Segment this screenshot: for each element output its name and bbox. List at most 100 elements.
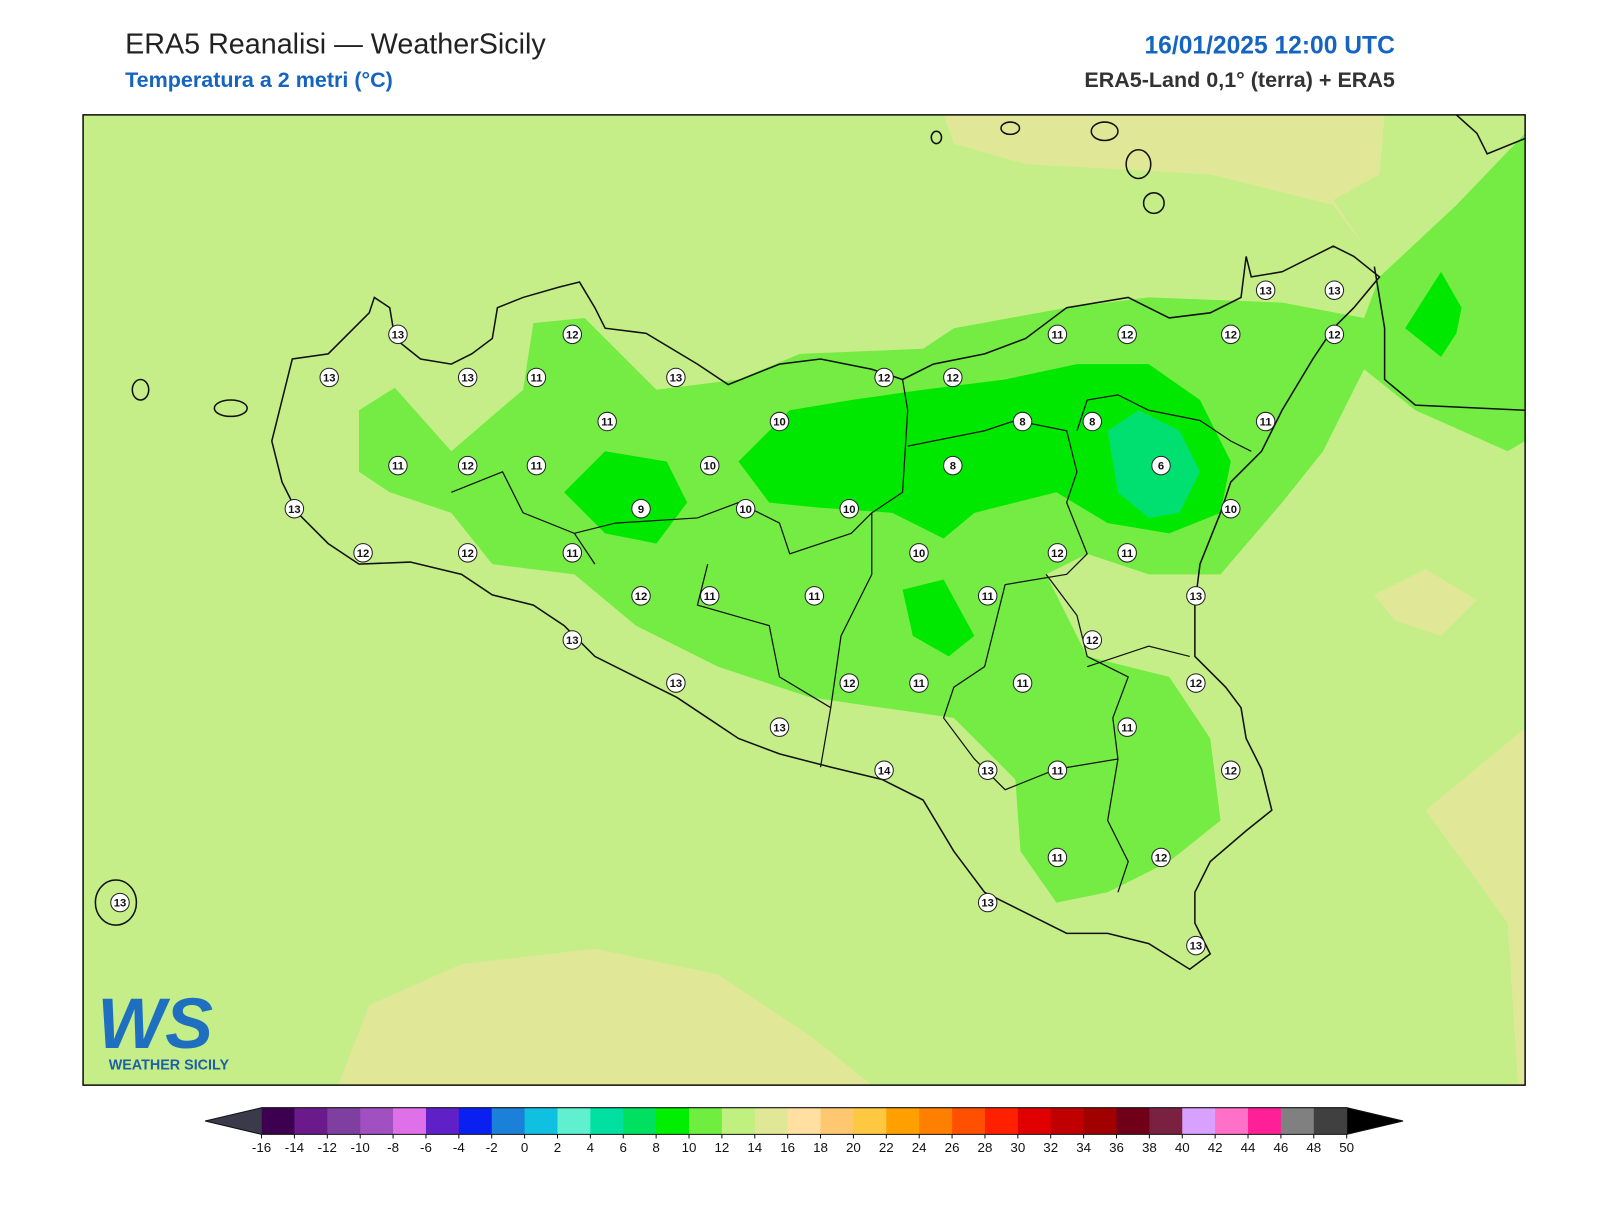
colorbar-tick-label: 42 xyxy=(1208,1140,1223,1155)
station-marker xyxy=(457,455,478,476)
colorbar-tick-label: 24 xyxy=(912,1140,927,1155)
station-marker xyxy=(1117,717,1137,737)
logo-mark: WS xyxy=(97,984,213,1064)
station-value: 12 xyxy=(947,373,960,385)
station-value: 13 xyxy=(392,329,405,341)
station-marker xyxy=(839,498,859,519)
colorbar-tick-label: 50 xyxy=(1339,1140,1354,1155)
colorbar-swatch xyxy=(952,1107,986,1135)
station-marker xyxy=(457,367,478,388)
station-marker xyxy=(319,367,339,388)
station-value: 12 xyxy=(1190,678,1203,690)
colorbar-swatch xyxy=(557,1107,591,1135)
station-value: 11 xyxy=(601,417,613,429)
colorbar-swatch xyxy=(1083,1107,1118,1135)
colorbar: -16 -14 -12 -10 -8 -6 -4 -2 0 2 4 6 8 10 12 14 16 18 20 22 2… xyxy=(205,1107,1404,1155)
station-value: 13 xyxy=(1190,591,1203,603)
station-marker xyxy=(977,892,998,913)
station-value: 10 xyxy=(739,504,752,516)
colorbar-tick-label: 2 xyxy=(554,1140,561,1155)
station-value: 12 xyxy=(1225,765,1238,777)
station-marker xyxy=(1082,630,1103,650)
colorbar-swatch xyxy=(1280,1107,1315,1135)
station-marker xyxy=(1151,847,1171,868)
colorbar-tick-label: 32 xyxy=(1043,1140,1058,1155)
station-value: 12 xyxy=(1155,853,1168,865)
station-marker xyxy=(631,586,651,606)
station-value: 6 xyxy=(1158,461,1164,473)
station-marker xyxy=(526,455,547,476)
station-marker xyxy=(1047,324,1068,345)
colorbar-tick-label: 12 xyxy=(714,1140,729,1155)
station-value: 11 xyxy=(530,373,542,385)
station-value: 10 xyxy=(703,461,716,473)
colorbar-swatch xyxy=(294,1107,328,1135)
station-marker xyxy=(388,324,408,345)
colorbar-swatch xyxy=(1149,1107,1183,1135)
station-value: 12 xyxy=(566,329,579,341)
colorbar-swatch xyxy=(1313,1107,1348,1135)
colorbar-swatch xyxy=(853,1107,887,1135)
station-value: 13 xyxy=(773,722,786,734)
colorbar-swatch xyxy=(1017,1107,1052,1135)
station-value: 13 xyxy=(114,898,127,910)
logo-text: WEATHER SICILY xyxy=(109,1058,230,1074)
colorbar-swatch xyxy=(261,1107,295,1135)
colorbar-tick-label: 0 xyxy=(521,1140,528,1155)
station-value: 13 xyxy=(670,373,683,385)
colorbar-tick-label: 46 xyxy=(1273,1140,1288,1155)
station-marker xyxy=(977,760,998,780)
station-marker xyxy=(839,673,859,693)
station-value: 13 xyxy=(981,898,994,910)
colorbar-swatch xyxy=(1215,1107,1249,1135)
colorbar-tick-label: -8 xyxy=(387,1140,399,1155)
station-value: 11 xyxy=(913,678,925,690)
station-value: 12 xyxy=(461,461,474,473)
colorbar-swatch xyxy=(590,1107,624,1135)
station-marker xyxy=(1047,847,1068,868)
subtitle: Temperatura a 2 metri (°C) xyxy=(125,68,393,92)
station-value: 11 xyxy=(1051,853,1063,865)
colorbar-tick-label: 44 xyxy=(1241,1140,1256,1155)
colorbar-tick-label: 40 xyxy=(1175,1140,1190,1155)
colorbar-tick-label: -2 xyxy=(486,1140,498,1155)
colorbar-tick-label: -14 xyxy=(285,1140,305,1155)
station-marker xyxy=(1221,324,1241,345)
colorbar-swatch xyxy=(425,1107,460,1135)
colorbar-under xyxy=(205,1107,262,1135)
station-marker xyxy=(1255,411,1276,432)
colorbar-swatch xyxy=(689,1107,723,1135)
station-marker xyxy=(1012,673,1033,693)
colorbar-tick-label: 8 xyxy=(652,1140,659,1155)
station-marker xyxy=(1324,324,1345,345)
colorbar-over xyxy=(1346,1107,1404,1135)
station-value: 11 xyxy=(530,461,542,473)
station-marker xyxy=(1117,543,1137,563)
colorbar-swatch xyxy=(754,1107,789,1135)
logo: WS WEATHER SICILY xyxy=(97,984,229,1074)
station-value: 12 xyxy=(1086,635,1099,647)
colorbar-swatch xyxy=(458,1107,493,1135)
colorbar-tick-label: 30 xyxy=(1010,1140,1025,1155)
station-value: 12 xyxy=(1328,329,1341,341)
station-marker xyxy=(1117,324,1137,345)
colorbar-tick-label: 6 xyxy=(620,1140,627,1155)
contour xyxy=(1425,728,1526,1086)
station-marker xyxy=(1186,586,1206,606)
station-marker xyxy=(700,586,720,606)
colorbar-tick-label: 20 xyxy=(846,1140,861,1155)
station-value: 9 xyxy=(638,504,644,516)
station-value: 13 xyxy=(461,373,474,385)
contour xyxy=(902,579,975,657)
station-value: 11 xyxy=(1017,678,1029,690)
source: ERA5-Land 0,1° (terra) + ERA5 xyxy=(1084,68,1395,92)
station-value: 8 xyxy=(1019,417,1025,429)
station-marker xyxy=(769,411,790,432)
station-value: 11 xyxy=(392,461,404,473)
station-value: 11 xyxy=(982,591,994,603)
colorbar-swatch xyxy=(1248,1107,1282,1135)
colorbar-tick-label: -10 xyxy=(351,1140,370,1155)
colorbar-tick-label: -4 xyxy=(453,1140,465,1155)
colorbar-swatch xyxy=(721,1107,756,1135)
